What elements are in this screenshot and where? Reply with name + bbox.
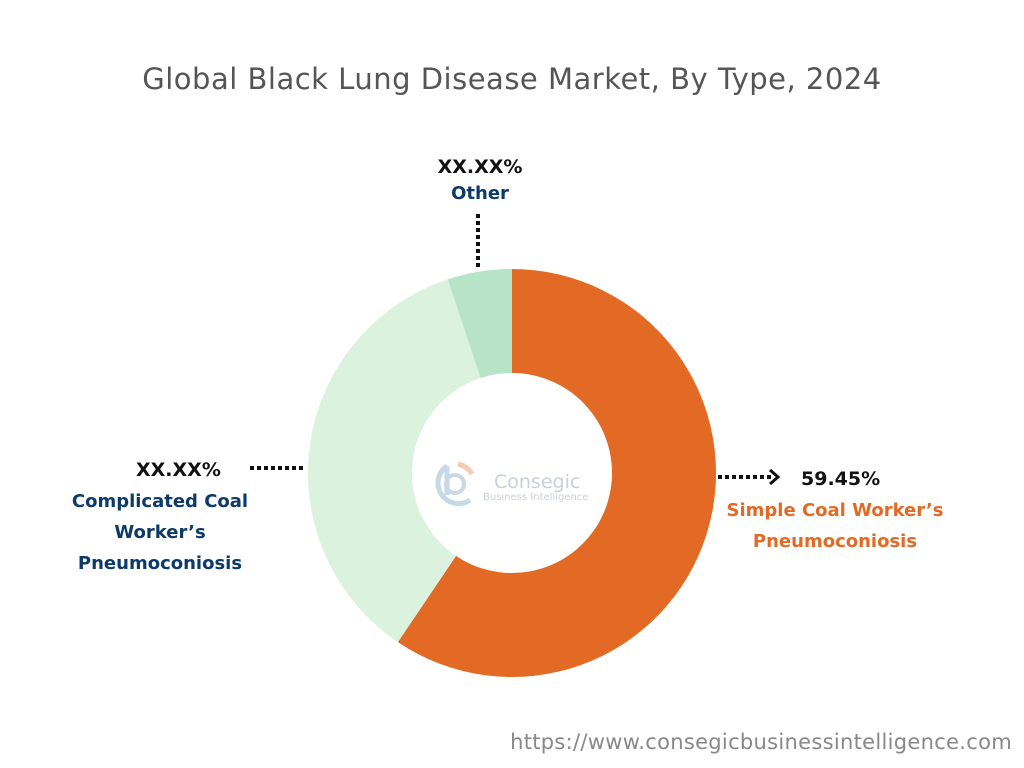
label-simple: 59.45% Simple Coal Worker’s Pneumoconios… <box>725 464 965 557</box>
footer-url: https://www.consegicbusinessintelligence… <box>510 730 1012 754</box>
category-label-simple: Simple Coal Worker’s Pneumoconiosis <box>726 500 944 552</box>
donut-slice-2 <box>447 269 512 379</box>
data-label-simple: 59.45% <box>801 468 881 490</box>
arrow-head-icon <box>769 468 781 486</box>
category-label-other: Other <box>451 183 509 204</box>
logo-accent-icon <box>457 461 475 476</box>
label-other: XX.XX% Other <box>400 152 560 205</box>
category-label-complicated: Complicated Coal Worker’s Pneumoconiosis <box>71 491 249 574</box>
logo-b-icon <box>444 473 466 495</box>
donut-slice-1 <box>308 279 481 643</box>
logo-name: Consegic <box>494 471 580 493</box>
logo-arc-icon <box>435 463 472 506</box>
chart-title: Global Black Lung Disease Market, By Typ… <box>142 62 882 96</box>
logo-tagline: Business Intelligence <box>483 492 588 503</box>
data-label-complicated: XX.XX% <box>136 459 221 481</box>
donut-slice-0 <box>397 269 716 677</box>
data-label-other: XX.XX% <box>437 156 523 178</box>
label-complicated: XX.XX% Complicated Coal Worker’s Pneumoc… <box>40 455 310 579</box>
